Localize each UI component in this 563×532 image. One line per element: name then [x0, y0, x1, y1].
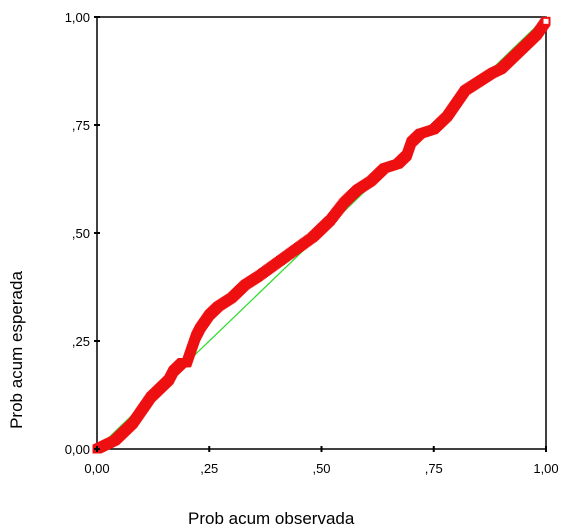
x-tick-label: 1,00 [533, 461, 558, 476]
x-tick-label: 0,00 [84, 461, 109, 476]
x-tick-label: ,50 [312, 461, 330, 476]
data-point [541, 16, 551, 26]
y-tick-label: 0,00 [65, 442, 90, 457]
x-axis-title: Prob acum observada [188, 509, 355, 528]
y-tick-labels: 0,00 ,25 ,50 ,75 1,00 [65, 10, 90, 457]
y-tick-label: ,50 [72, 226, 90, 241]
x-tick-label: ,25 [200, 461, 218, 476]
y-axis-title: Prob acum esperada [7, 271, 26, 429]
data-points-layer [92, 16, 551, 454]
axis-ticks-layer [94, 16, 547, 452]
x-tick-labels: 0,00 ,25 ,50 ,75 1,00 [84, 461, 558, 476]
y-tick-label: 1,00 [65, 10, 90, 25]
y-tick-label: ,75 [72, 118, 90, 133]
y-tick-label: ,25 [72, 334, 90, 349]
x-tick-label: ,75 [425, 461, 443, 476]
